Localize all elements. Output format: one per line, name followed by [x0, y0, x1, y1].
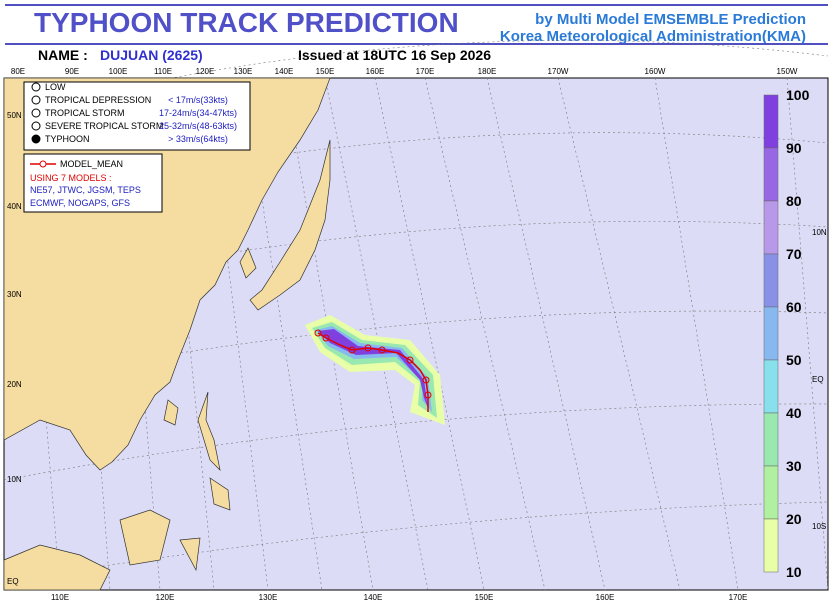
lon-label: 180E — [478, 67, 497, 76]
colorbar-label: 40 — [786, 405, 802, 421]
meridian — [557, 77, 681, 591]
lon-label: 160E — [366, 67, 385, 76]
colorbar-label: 70 — [786, 246, 802, 262]
legend-label: LOW — [45, 82, 66, 92]
lon-label: 120E — [196, 67, 215, 76]
lat-label: 40N — [7, 202, 22, 211]
name-label: NAME : — [38, 47, 88, 63]
parallel — [3, 501, 829, 583]
track-points — [314, 329, 432, 399]
coordinate-labels: 80E 90E 100E 110E 120E 130E 140E 150E 160E 170E 18… — [7, 67, 827, 602]
legend-range: > 33m/s(64kts) — [168, 134, 228, 144]
colorbar-bin — [763, 359, 779, 414]
parallel — [3, 403, 829, 481]
legend: MODEL_MEAN USING 7 MODELS : NE57, JTWC, … — [23, 81, 251, 213]
legend-symbol — [31, 95, 41, 105]
lon-label: 110E — [154, 67, 172, 76]
storm-name: DUJUAN (2625) — [100, 47, 203, 63]
legend-label: NE57, JTWC, JGSM, TEPS — [30, 185, 141, 195]
lat-label: 30N — [7, 290, 22, 299]
lat-label: 10N — [812, 228, 827, 237]
lon-label: 130E — [234, 67, 253, 76]
colorbar-label: 90 — [786, 140, 802, 156]
legend-label: MODEL_MEAN — [60, 159, 123, 169]
lon-label: 100E — [109, 67, 128, 76]
lon-label: 160E — [596, 593, 615, 602]
legend-range: < 17m/s(33kts) — [168, 95, 228, 105]
lon-label: 140E — [275, 67, 294, 76]
lon-label: 150W — [777, 67, 798, 76]
colorbar-label: 30 — [786, 458, 802, 474]
lon-label: 90E — [65, 67, 79, 76]
lon-label: 80E — [11, 67, 25, 76]
lat-label: EQ — [812, 375, 824, 384]
legend-label: ECMWF, NOGAPS, GFS — [30, 198, 130, 208]
legend-label: TROPICAL DEPRESSION — [45, 95, 151, 105]
colorbar-label: 10 — [786, 564, 802, 580]
colorbar-bin — [763, 412, 779, 467]
colorbar-bin — [763, 147, 779, 202]
lon-label: 140E — [364, 593, 383, 602]
colorbar-label: 20 — [786, 511, 802, 527]
parallel — [3, 40, 829, 117]
colorbar-label: 80 — [786, 193, 802, 209]
lon-label: 130E — [259, 593, 278, 602]
credit: by Multi Model EMSEMBLE Prediction — [535, 11, 806, 28]
lat-label: 10S — [812, 522, 826, 531]
meridian — [374, 77, 485, 591]
lon-label: 150E — [475, 593, 494, 602]
meridian — [786, 77, 829, 591]
colorbar-bin — [763, 253, 779, 308]
colorbar-bin — [763, 306, 779, 361]
lon-label: 170E — [729, 593, 748, 602]
lon-label: 170E — [416, 67, 435, 76]
legend-symbol — [31, 134, 41, 144]
lon-label: 120E — [156, 593, 175, 602]
legend-symbol — [31, 82, 41, 92]
legend-symbol — [31, 108, 41, 118]
meridian — [283, 77, 374, 591]
lon-label: 110E — [51, 593, 69, 602]
colorbar-label: 50 — [786, 352, 802, 368]
meridian — [424, 77, 546, 591]
lon-label: 160W — [645, 67, 666, 76]
colorbar-bin — [763, 518, 779, 573]
lon-label: 170W — [548, 67, 569, 76]
colorbar-bin — [763, 465, 779, 520]
legend-label: TROPICAL STORM — [45, 108, 125, 118]
credit: Korea Meteorological Administration(KMA) — [500, 28, 806, 45]
legend-label: SEVERE TROPICAL STORM — [45, 121, 163, 131]
issued: Issued at 18UTC 16 Sep 2026 — [298, 47, 491, 63]
lat-label: 50N — [7, 111, 22, 120]
colorbar-label: 60 — [786, 299, 802, 315]
lat-label: 10N — [7, 475, 22, 484]
legend-range: 25-32m/s(48-63kts) — [159, 121, 237, 131]
legend-symbol — [31, 121, 41, 131]
legend-range: 17-24m/s(34-47kts) — [159, 108, 237, 118]
colorbar-bin — [763, 94, 779, 149]
colorbar-label: 100 — [786, 87, 810, 103]
colorbar: 100 90 80 70 60 50 40 30 20 10 — [763, 87, 810, 580]
title: TYPHOON TRACK PREDICTION — [34, 7, 459, 38]
colorbar-bin — [763, 200, 779, 255]
meridian — [654, 77, 739, 591]
legend-label: USING 7 MODELS : — [30, 173, 112, 183]
lon-label: 150E — [316, 67, 335, 76]
lat-label: EQ — [7, 577, 19, 586]
lat-label: 20N — [7, 380, 22, 389]
meridian — [486, 77, 606, 591]
legend-label: TYPHOON — [45, 134, 90, 144]
